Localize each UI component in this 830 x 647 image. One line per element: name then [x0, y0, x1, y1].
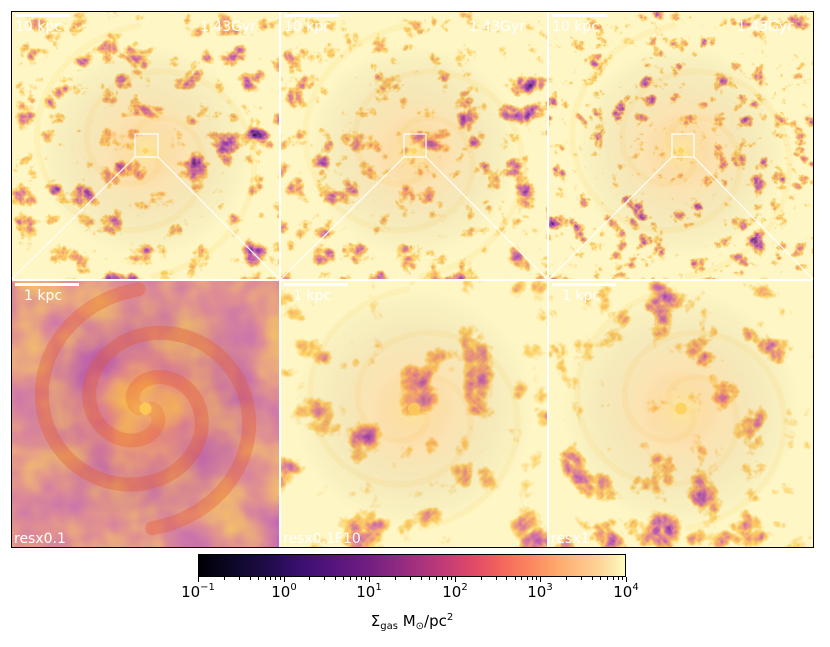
gas-density-map [12, 281, 279, 547]
scale-bar-1kpc-3 [552, 283, 616, 286]
colorbar-minor-tick [250, 577, 251, 580]
scale-label: 10 kpc [552, 19, 599, 35]
scale-label: 10 kpc [284, 19, 331, 35]
gas-density-map [12, 12, 279, 279]
scale-label: 1 kpc [24, 288, 63, 304]
colorbar-minor-tick [361, 577, 362, 580]
gas-density-map [281, 281, 547, 547]
colorbar-minor-tick [527, 577, 528, 580]
colorbar-minor-tick [270, 577, 271, 580]
colorbar-minor-tick [324, 577, 325, 580]
colorbar-minor-tick [532, 577, 533, 580]
colorbar-minor-tick [481, 577, 482, 580]
colorbar-minor-tick [280, 577, 281, 580]
colorbar-minor-tick [451, 577, 452, 580]
colorbar-major-tick [198, 577, 199, 582]
colorbar-minor-tick [275, 577, 276, 580]
colorbar-minor-tick [239, 577, 240, 580]
colorbar-minor-tick [442, 577, 443, 580]
colorbar-minor-tick [521, 577, 522, 580]
scale-bar-10kpc-1 [15, 14, 70, 17]
run-label: resx0.1 [14, 531, 66, 547]
panel-bottom-resx0.1F10 [281, 281, 547, 547]
gas-density-map [549, 281, 813, 547]
colorbar-tick-label: 100 [271, 582, 297, 602]
colorbar-major-tick [626, 577, 627, 582]
colorbar-tick-label: 103 [527, 582, 553, 602]
gas-density-map [281, 12, 547, 279]
colorbar-major-tick [540, 577, 541, 582]
colorbar-minor-tick [265, 577, 266, 580]
gas-density-map [549, 12, 813, 279]
scale-bar-10kpc-2 [284, 14, 339, 17]
panel-bottom-resx0.1 [12, 281, 279, 547]
colorbar-minor-tick [395, 577, 396, 580]
colorbar-minor-tick [309, 577, 310, 580]
colorbar-minor-tick [581, 577, 582, 580]
run-label: resx1 [551, 531, 590, 547]
colorbar-minor-tick [356, 577, 357, 580]
colorbar-minor-tick [436, 577, 437, 580]
colorbar-tick-label: 102 [442, 582, 468, 602]
colorbar-minor-tick [496, 577, 497, 580]
colorbar-minor-tick [607, 577, 608, 580]
colorbar-major-tick [284, 577, 285, 582]
panel-top-resx0.1F10 [281, 12, 547, 279]
colorbar-minor-tick [536, 577, 537, 580]
colorbar-tick-label: 10−1 [181, 582, 215, 602]
colorbar-minor-tick [600, 577, 601, 580]
scale-bar-1kpc-2 [284, 283, 348, 286]
colorbar-tick-label: 104 [613, 582, 639, 602]
time-label: 1.43Gyr [737, 19, 794, 35]
colorbar-minor-tick [224, 577, 225, 580]
scale-bar-10kpc-3 [552, 14, 607, 17]
colorbar-minor-tick [429, 577, 430, 580]
panel-top-resx1 [549, 12, 813, 279]
colorbar-major-tick [455, 577, 456, 582]
scale-label: 1 kpc [293, 288, 332, 304]
colorbar-tick-label: 101 [356, 582, 382, 602]
time-label: 1.43Gyr [200, 19, 257, 35]
colorbar-minor-tick [622, 577, 623, 580]
simulation-panel-grid [11, 11, 814, 548]
colorbar-minor-tick [618, 577, 619, 580]
panel-top-resx0.1 [12, 12, 279, 279]
colorbar-major-tick [369, 577, 370, 582]
colorbar-minor-tick [447, 577, 448, 580]
colorbar-minor-tick [566, 577, 567, 580]
scale-bar-1kpc-1 [15, 283, 79, 286]
colorbar-minor-tick [365, 577, 366, 580]
colorbar [198, 554, 626, 577]
colorbar-minor-tick [258, 577, 259, 580]
colorbar-minor-tick [343, 577, 344, 580]
colorbar-minor-tick [592, 577, 593, 580]
colorbar-minor-tick [410, 577, 411, 580]
colorbar-minor-tick [421, 577, 422, 580]
colorbar-title: Σgas M⊙/pc2 [370, 612, 454, 632]
colorbar-minor-tick [350, 577, 351, 580]
time-label: 1.43Gyr [469, 19, 526, 35]
scale-label: 10 kpc [15, 19, 62, 35]
colorbar-minor-tick [613, 577, 614, 580]
scale-label: 1 kpc [562, 288, 601, 304]
panel-bottom-resx1 [549, 281, 813, 547]
colorbar-minor-tick [506, 577, 507, 580]
run-label: resx0.1F10 [283, 531, 361, 547]
colorbar-minor-tick [335, 577, 336, 580]
colorbar-minor-tick [515, 577, 516, 580]
